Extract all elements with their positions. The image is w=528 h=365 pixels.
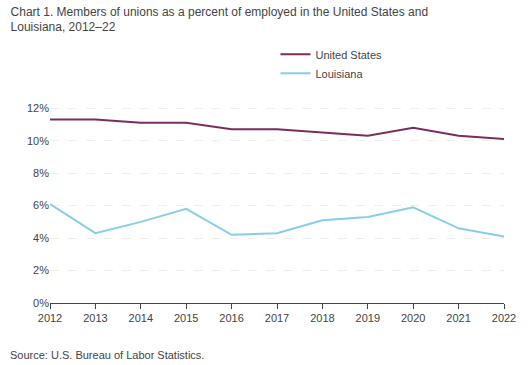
svg-text:2%: 2% bbox=[33, 264, 49, 276]
svg-text:2016: 2016 bbox=[219, 312, 243, 324]
svg-text:0%: 0% bbox=[33, 297, 49, 309]
svg-text:Source: U.S. Bureau of Labor S: Source: U.S. Bureau of Labor Statistics. bbox=[10, 349, 204, 361]
svg-text:6%: 6% bbox=[33, 199, 49, 211]
svg-text:2012: 2012 bbox=[38, 312, 62, 324]
svg-text:12%: 12% bbox=[27, 102, 49, 114]
svg-text:United States: United States bbox=[315, 49, 382, 61]
svg-text:2019: 2019 bbox=[356, 312, 380, 324]
svg-text:Chart 1. Members of unions as: Chart 1. Members of unions as a percent … bbox=[11, 5, 429, 35]
svg-text:2022: 2022 bbox=[492, 312, 516, 324]
svg-text:2018: 2018 bbox=[310, 312, 334, 324]
svg-text:2014: 2014 bbox=[129, 312, 153, 324]
svg-text:2013: 2013 bbox=[83, 312, 107, 324]
svg-text:4%: 4% bbox=[33, 232, 49, 244]
svg-text:2015: 2015 bbox=[174, 312, 198, 324]
svg-text:2021: 2021 bbox=[446, 312, 470, 324]
svg-text:Louisiana: Louisiana bbox=[315, 68, 363, 80]
svg-text:10%: 10% bbox=[27, 135, 49, 147]
svg-text:8%: 8% bbox=[33, 167, 49, 179]
svg-text:2020: 2020 bbox=[401, 312, 425, 324]
svg-text:2017: 2017 bbox=[265, 312, 289, 324]
